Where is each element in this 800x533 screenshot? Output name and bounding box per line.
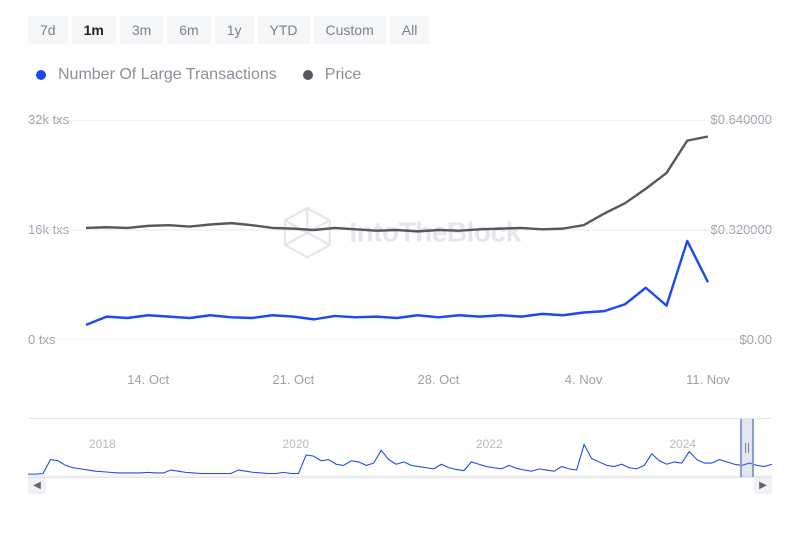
- chart-svg: [28, 120, 772, 340]
- time-tab-custom[interactable]: Custom: [314, 16, 386, 44]
- overview-year-label: 2020: [282, 437, 309, 451]
- x-label: 28. Oct: [417, 372, 459, 387]
- x-label: 4. Nov: [565, 372, 603, 387]
- time-tab-ytd[interactable]: YTD: [258, 16, 310, 44]
- legend-dot-price: [303, 70, 313, 80]
- time-tab-6m[interactable]: 6m: [167, 16, 210, 44]
- main-chart[interactable]: 0 txs16k txs32k txs $0.00$0.320000$0.640…: [28, 120, 772, 370]
- legend-item-txs[interactable]: Number Of Large Transactions: [36, 66, 277, 84]
- overview-year-label: 2018: [89, 437, 116, 451]
- scroll-left-button[interactable]: ◀: [28, 476, 46, 494]
- time-tab-7d[interactable]: 7d: [28, 16, 68, 44]
- overview-year-label: 2024: [669, 437, 696, 451]
- legend-item-price[interactable]: Price: [303, 66, 361, 84]
- x-axis-labels: 14. Oct 21. Oct 28. Oct 4. Nov 11. Nov: [28, 372, 772, 396]
- overview-handle[interactable]: [740, 419, 754, 477]
- x-label: 21. Oct: [272, 372, 314, 387]
- legend-label-price: Price: [325, 66, 361, 84]
- time-tab-3m[interactable]: 3m: [120, 16, 163, 44]
- overview-chart[interactable]: 2018 2020 2022 2024: [28, 418, 772, 478]
- time-tab-1y[interactable]: 1y: [215, 16, 254, 44]
- time-tab-1m[interactable]: 1m: [72, 16, 116, 44]
- legend-dot-txs: [36, 70, 46, 80]
- scroll-right-button[interactable]: ▶: [754, 476, 772, 494]
- time-tab-all[interactable]: All: [390, 16, 430, 44]
- x-label: 11. Nov: [686, 372, 730, 387]
- time-range-tabs: 7d1m3m6m1yYTDCustomAll: [28, 16, 772, 44]
- overview-year-label: 2022: [476, 437, 503, 451]
- overview-scroll: ◀ ▶: [28, 476, 772, 494]
- legend: Number Of Large Transactions Price: [28, 66, 772, 84]
- x-label: 14. Oct: [127, 372, 169, 387]
- legend-label-txs: Number Of Large Transactions: [58, 66, 277, 84]
